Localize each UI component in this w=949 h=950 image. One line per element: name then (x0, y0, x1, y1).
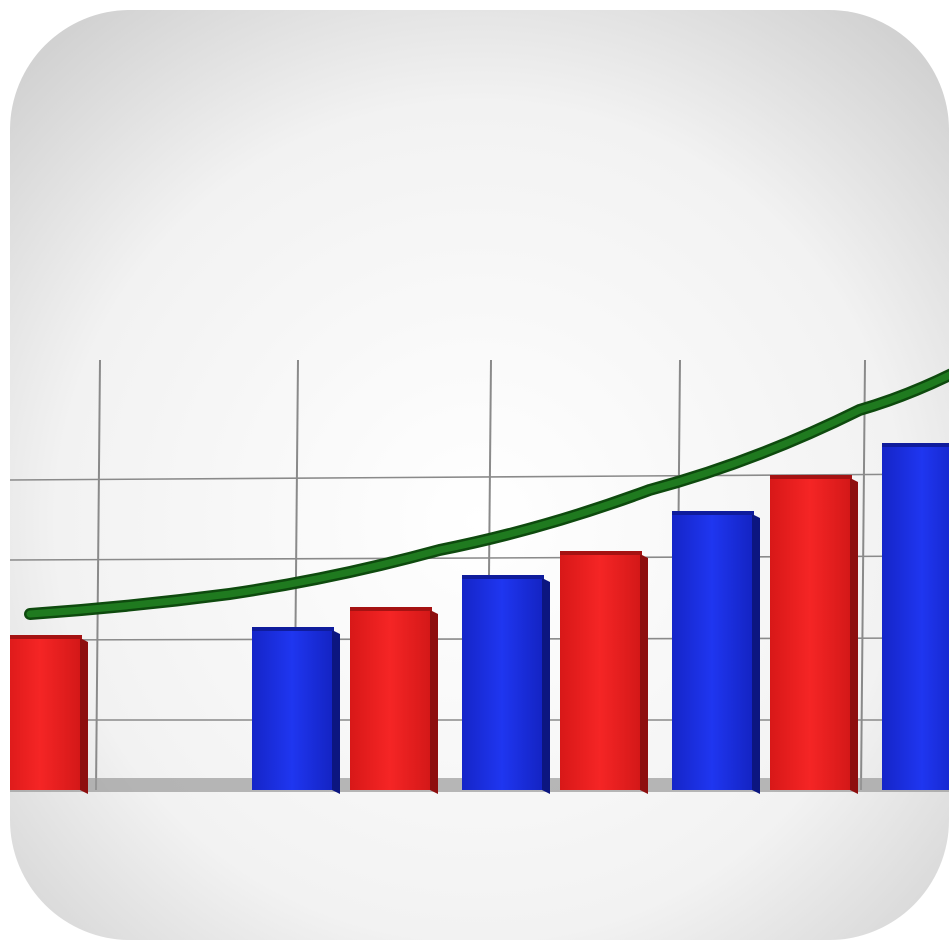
bar-front (560, 554, 640, 790)
bar-top (560, 551, 642, 555)
bar-chart (10, 10, 949, 940)
bar-top (672, 511, 754, 515)
bar-side (542, 578, 550, 794)
bar (10, 635, 88, 794)
bar-top (770, 475, 852, 479)
bar-front (770, 478, 850, 790)
bar-side (80, 638, 88, 794)
bar-top (10, 635, 82, 639)
trend-line (26, 371, 949, 618)
bar (882, 443, 949, 790)
bar (462, 575, 550, 794)
bar-top (252, 627, 334, 631)
bar-front (350, 610, 430, 790)
bar-side (332, 630, 340, 794)
grid-line-v (95, 359, 101, 791)
bar-top (350, 607, 432, 611)
chart-tile (10, 10, 949, 940)
bar-side (640, 554, 648, 794)
bar-side (430, 610, 438, 794)
bar (560, 551, 648, 794)
bar-front (462, 578, 542, 790)
bar-front (672, 514, 752, 790)
bar-front (10, 638, 80, 790)
trend-layer (24, 368, 949, 620)
bar (350, 607, 438, 794)
bars-layer (10, 443, 949, 794)
bar-side (752, 514, 760, 794)
grid-line-v (860, 359, 866, 791)
bar (672, 511, 760, 794)
bar-top (882, 443, 949, 447)
bar (252, 627, 340, 794)
bar-front (252, 630, 332, 790)
bar-top (462, 575, 544, 579)
bar-side (850, 478, 858, 794)
bar-front (882, 446, 949, 790)
bar (770, 475, 858, 794)
